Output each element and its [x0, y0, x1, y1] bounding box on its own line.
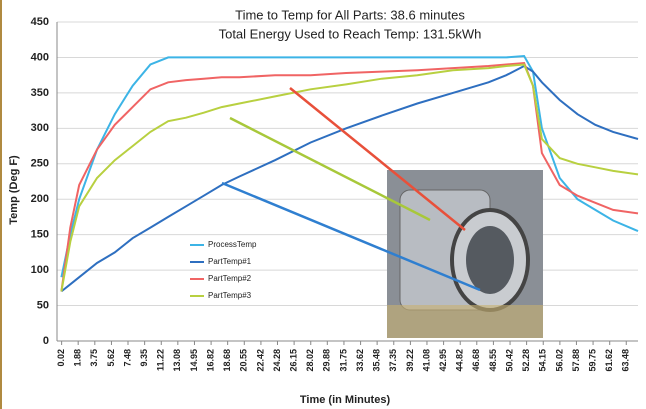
- x-tick-label: 22.42: [255, 349, 265, 372]
- x-tick-label: 29.88: [322, 349, 332, 372]
- line-series: [60, 62, 639, 292]
- x-tick-label: 24.28: [272, 349, 282, 372]
- x-tick-label: 5.62: [106, 349, 116, 367]
- x-tick-label: 44.82: [455, 349, 465, 372]
- x-tick-label: 46.68: [471, 349, 481, 372]
- x-tick-label: 39.22: [405, 349, 415, 372]
- x-tick-label: 13.08: [172, 349, 182, 372]
- x-tick-label: 42.95: [438, 349, 448, 372]
- x-tick-label: 61.62: [604, 349, 614, 372]
- x-tick-label: 20.55: [239, 349, 249, 372]
- photo-opening: [466, 226, 514, 294]
- legend-label: PartTemp#2: [208, 274, 252, 283]
- chart-subtitle: Total Energy Used to Reach Temp: 131.5kW…: [219, 26, 482, 41]
- x-tick-label: 16.82: [205, 349, 215, 372]
- x-tick-label: 14.95: [189, 349, 199, 372]
- x-tick-label: 56.02: [554, 349, 564, 372]
- legend-label: ProcessTemp: [208, 240, 257, 249]
- line-series: [60, 64, 639, 293]
- x-tick-label: 3.75: [89, 349, 99, 367]
- legend: ProcessTemp PartTemp#1 PartTemp#2 PartTemp#…: [190, 240, 257, 300]
- arrows: [221, 87, 481, 292]
- y-tick-label: 200: [31, 193, 49, 205]
- y-tick-label: 150: [31, 229, 49, 241]
- line-series: [60, 54, 639, 278]
- x-tick-label: 54.15: [538, 349, 548, 372]
- y-tick-label: 300: [31, 122, 49, 134]
- y-tick-label: 350: [31, 87, 49, 99]
- line-series: [60, 63, 639, 292]
- x-tick-label: 0.02: [56, 349, 66, 367]
- x-tick-label: 11.22: [156, 349, 166, 371]
- y-tick-label: 0: [43, 335, 49, 347]
- x-tick-label: 63.48: [621, 349, 631, 372]
- x-tick-label: 41.08: [421, 349, 431, 372]
- photo: [387, 170, 543, 338]
- x-tick-label: 35.48: [372, 349, 382, 372]
- x-tick-label: 31.75: [338, 349, 348, 372]
- y-tick-label: 50: [37, 299, 49, 311]
- arrow: [221, 181, 481, 292]
- x-tick-label: 9.35: [139, 349, 149, 367]
- arrow: [229, 116, 431, 222]
- photo-floor: [387, 305, 543, 338]
- x-tick-label: 52.28: [521, 349, 531, 372]
- y-tick-label: 250: [31, 158, 49, 170]
- x-tick-label: 28.02: [305, 349, 315, 372]
- chart-title: Time to Temp for All Parts: 38.6 minutes: [235, 7, 465, 22]
- x-tick-label: 48.55: [488, 349, 498, 372]
- x-tick-label: 57.88: [571, 349, 581, 372]
- x-tick-label: 37.35: [388, 349, 398, 372]
- x-tick-label: 7.48: [122, 349, 132, 367]
- x-tick-label: 18.68: [222, 349, 232, 372]
- y-tick-label: 450: [31, 16, 49, 28]
- y-axis-label: Temp (Deg F): [8, 155, 20, 225]
- x-axis-label: Time (in Minutes): [300, 394, 391, 406]
- x-tick-label: 33.62: [355, 349, 365, 372]
- arrow: [289, 87, 466, 231]
- x-tick-label: 26.15: [288, 349, 298, 372]
- legend-label: PartTemp#1: [208, 257, 252, 266]
- x-tick-label: 59.75: [587, 349, 597, 372]
- x-tick-label: 50.42: [504, 349, 514, 372]
- y-tick-label: 400: [31, 51, 49, 63]
- legend-label: PartTemp#3: [208, 291, 252, 300]
- x-tick-label: 1.88: [73, 349, 83, 367]
- y-tick-label: 100: [31, 264, 49, 276]
